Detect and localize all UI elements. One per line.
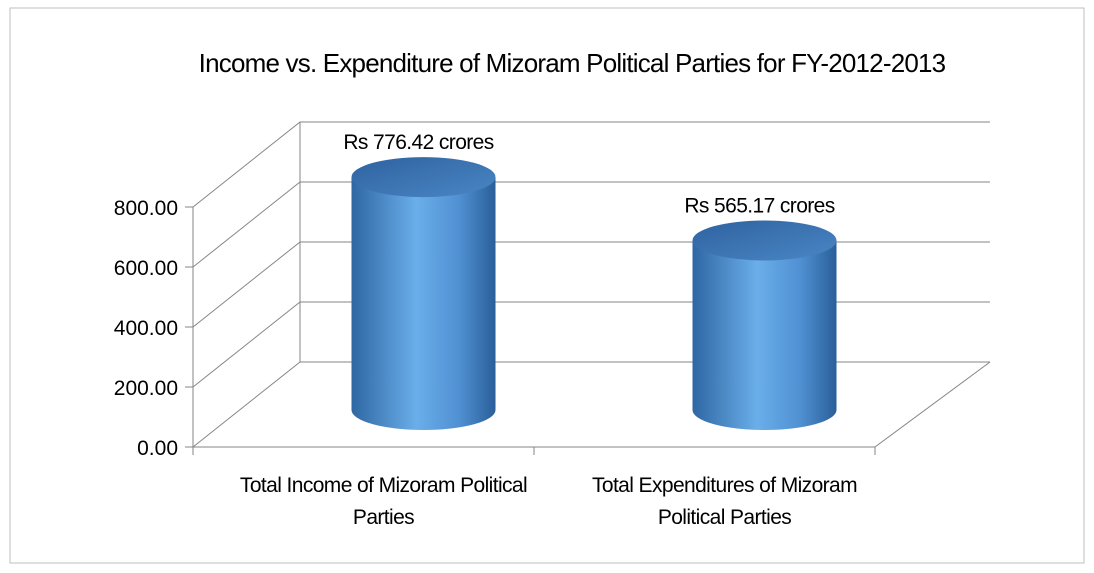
data-label: Rs 776.42 crores bbox=[343, 131, 493, 154]
x-tick-label: Total Income of Mizoram Political Partie… bbox=[239, 474, 528, 529]
bar bbox=[692, 220, 837, 430]
bar bbox=[351, 157, 496, 430]
y-tick-label: 600.00 bbox=[114, 257, 178, 280]
data-label: Rs 565.17 crores bbox=[684, 194, 834, 217]
floor-right bbox=[874, 361, 991, 448]
chart-border bbox=[9, 7, 1085, 564]
cylinder-top bbox=[692, 220, 837, 261]
x-tick-label: Total Expenditures of Mizoram Political … bbox=[591, 474, 858, 529]
y-tick-label: 800.00 bbox=[114, 197, 178, 220]
y-tick-label: 200.00 bbox=[114, 377, 178, 400]
grid-line bbox=[192, 121, 990, 208]
cylinder-body bbox=[692, 240, 837, 430]
y-tick-label: 400.00 bbox=[114, 317, 178, 340]
cylinder-top bbox=[351, 157, 496, 198]
grid-line bbox=[192, 181, 990, 268]
y-tick-label: 0.00 bbox=[137, 437, 178, 460]
cylinder-body bbox=[351, 177, 496, 430]
chart-title: Income vs. Expenditure of Mizoram Politi… bbox=[199, 48, 946, 78]
